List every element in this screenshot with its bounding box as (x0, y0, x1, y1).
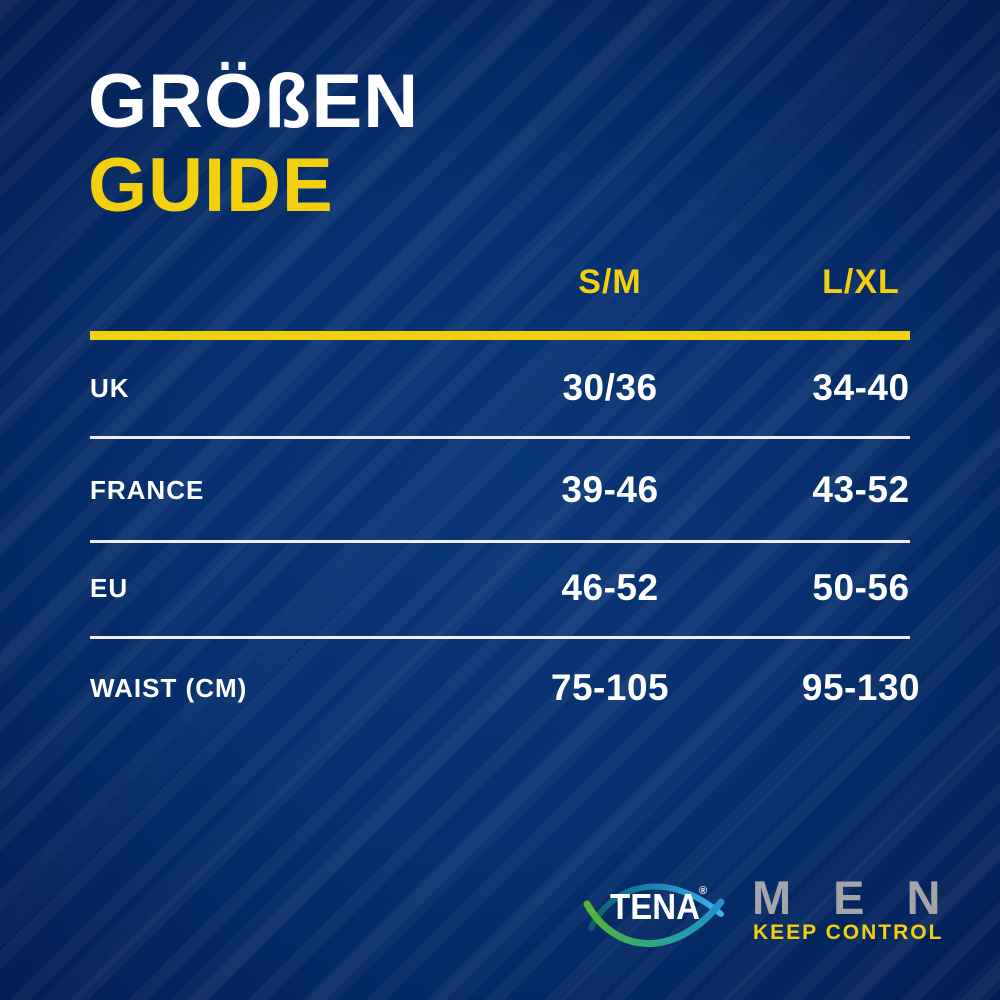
page-title-line1: GRÖßEN (88, 59, 420, 144)
row-value-sm: 75-105 (550, 667, 670, 708)
page-title: GRÖßEN GUIDE (88, 60, 419, 228)
table-row-eu: EU 46-52 50-56 (90, 553, 910, 623)
brand-line-men: MEN (752, 871, 983, 924)
row-value-lxl: 95-130 (801, 667, 921, 708)
row-value-sm: 46-52 (561, 567, 659, 608)
registered-mark: ® (699, 885, 707, 897)
row-label: WAIST (CM) (90, 672, 248, 703)
tena-logo-text: TENA (610, 886, 700, 927)
row-value-sm: 30/36 (562, 367, 658, 408)
row-value-lxl: 50-56 (812, 567, 910, 608)
brand-tagline: KEEP CONTROL (753, 921, 944, 944)
row-separator (90, 436, 910, 439)
header-rule (90, 331, 910, 340)
row-separator (90, 540, 910, 543)
table-row-uk: UK 30/36 34-40 (90, 353, 910, 423)
row-value-sm: 39-46 (561, 469, 659, 510)
row-value-lxl: 43-52 (812, 469, 910, 510)
row-label: EU (90, 572, 129, 603)
row-label: UK (90, 372, 130, 403)
column-header-lxl: L/XL (822, 263, 900, 301)
column-header-sm: S/M (578, 263, 642, 301)
table-row-waist: WAIST (CM) 75-105 95-130 (90, 653, 920, 723)
page-title-line2: GUIDE (88, 143, 334, 228)
row-separator (90, 636, 910, 639)
row-label: FRANCE (90, 474, 205, 505)
table-row-france: FRANCE 39-46 43-52 (90, 455, 910, 525)
row-value-lxl: 34-40 (812, 367, 910, 408)
tena-logo-icon: TENA ® (583, 883, 725, 947)
